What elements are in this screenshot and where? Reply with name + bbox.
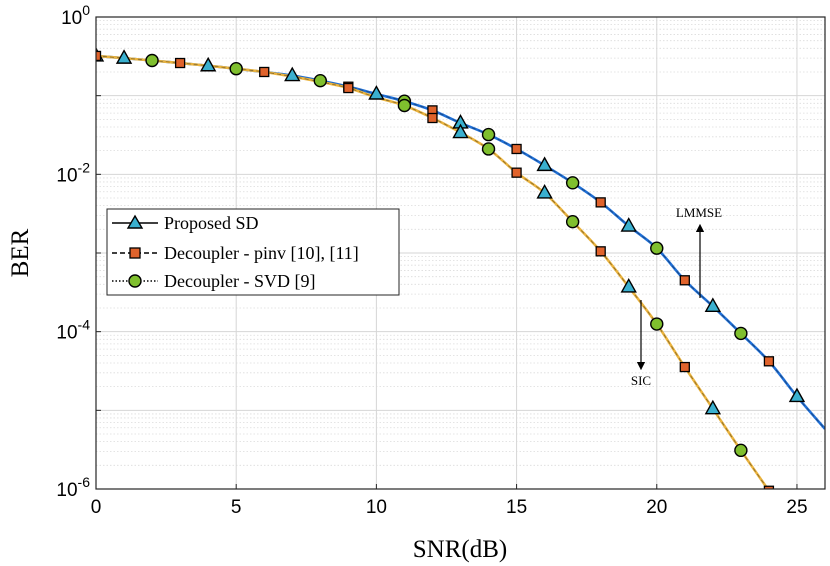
triangle-marker [368,85,385,100]
legend: Proposed SD Decoupler - pinv [10], [11] … [106,208,400,296]
square-marker [174,57,186,69]
legend-entry-pinv: Decoupler - pinv [10], [11] [112,243,359,263]
square-marker [427,112,438,124]
circle-marker [565,214,580,229]
y-axis-label: BER [7,228,34,277]
square-marker [763,485,775,489]
x-tick-label: 20 [646,497,667,518]
circle-marker [481,127,496,142]
markers [96,46,806,489]
circle-marker [650,241,664,255]
square-marker [763,356,775,367]
circle-marker [565,176,580,190]
circle-marker [734,443,748,458]
legend-label: Proposed SD [164,213,259,233]
triangle-marker [704,297,722,313]
x-tick-label: 15 [506,497,527,518]
triangle-marker [284,66,301,82]
triangle-marker [620,278,637,293]
legend-entry-proposed-sd: Proposed SD [112,213,259,233]
circle-marker [313,73,328,88]
triangle-marker [788,387,806,403]
square-marker [679,275,690,286]
y-tick-label: 10-4 [56,317,90,344]
x-tick-label: 0 [91,497,102,518]
x-tick-label: 10 [366,497,387,518]
circle-marker [481,142,496,156]
y-tick-label: 100 [61,2,90,29]
square-marker [679,361,690,373]
triangle-marker [536,184,553,199]
square-marker [259,66,270,78]
square-marker [511,167,522,178]
legend-entry-svd: Decoupler - SVD [9] [112,271,315,291]
circle-marker [650,317,664,331]
circle-marker [145,53,159,68]
x-axis-label: SNR(dB) [413,536,507,563]
square-marker [343,82,354,94]
legend-circle-marker [128,274,142,288]
legend-label: Decoupler - SVD [9] [164,271,315,291]
sic-annotation: SIC [631,373,651,388]
triangle-marker [452,123,469,139]
circle-marker [397,98,412,113]
square-marker [595,197,606,208]
triangle-marker [536,156,553,172]
square-marker [511,143,522,155]
circle-marker [229,62,243,76]
square-marker [96,50,102,62]
x-tick-label: 25 [786,497,807,518]
annotations: LMMSE SIC [631,205,722,388]
triangle-marker [199,56,217,72]
legend-square-marker [129,247,141,259]
circle-marker [734,326,748,341]
square-marker [595,246,606,257]
y-ticks: 100 10-2 10-4 10-6 [56,2,101,501]
y-tick-label: 10-6 [56,474,90,501]
triangle-marker [115,49,133,64]
lmmse-annotation: LMMSE [676,205,722,220]
x-tick-label: 5 [231,497,242,518]
legend-label: Decoupler - pinv [10], [11] [164,243,359,263]
triangle-marker [704,399,722,415]
triangle-marker [620,217,637,232]
legend-triangle-marker [126,214,144,229]
x-ticks: 0 5 10 15 20 25 [91,484,808,518]
y-tick-label: 10-2 [56,159,90,186]
